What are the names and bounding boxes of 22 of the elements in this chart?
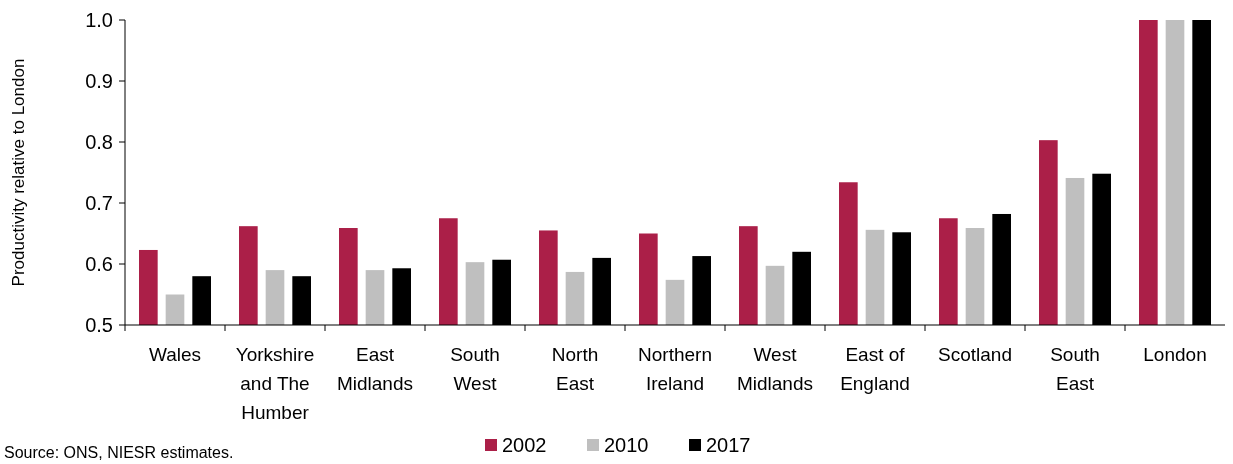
legend-label: 2010 (604, 434, 649, 456)
y-axis-title: Productivity relative to London (9, 58, 28, 287)
x-tick-label: East of England (840, 344, 910, 394)
x-tick-label: Yorkshire and The Humber (235, 344, 315, 423)
x-tick-label: South East (1050, 344, 1100, 394)
y-tick-label: 0.5 (85, 314, 113, 336)
source-note: Source: ONS, NIESR estimates. (4, 444, 234, 461)
x-tick-label: East Midlands (336, 344, 414, 394)
x-tick-label: Scotland (938, 344, 1012, 365)
y-tick-label: 0.8 (85, 131, 113, 153)
x-tick-label: London (1143, 344, 1207, 365)
y-tick-label: 0.6 (85, 253, 113, 275)
y-tick-label: 0.7 (85, 192, 113, 214)
y-tick-label: 1.0 (85, 9, 113, 31)
x-tick-label: Northern Ireland (638, 344, 712, 394)
x-tick-label: South West (450, 344, 500, 394)
x-tick-label: Wales (148, 344, 202, 365)
legend-label: 2017 (706, 434, 751, 456)
x-tick-label: West Midlands (736, 344, 814, 394)
x-tick-label: North East (551, 344, 599, 394)
legend-label: 2002 (502, 434, 547, 456)
y-tick-label: 0.9 (85, 70, 113, 92)
